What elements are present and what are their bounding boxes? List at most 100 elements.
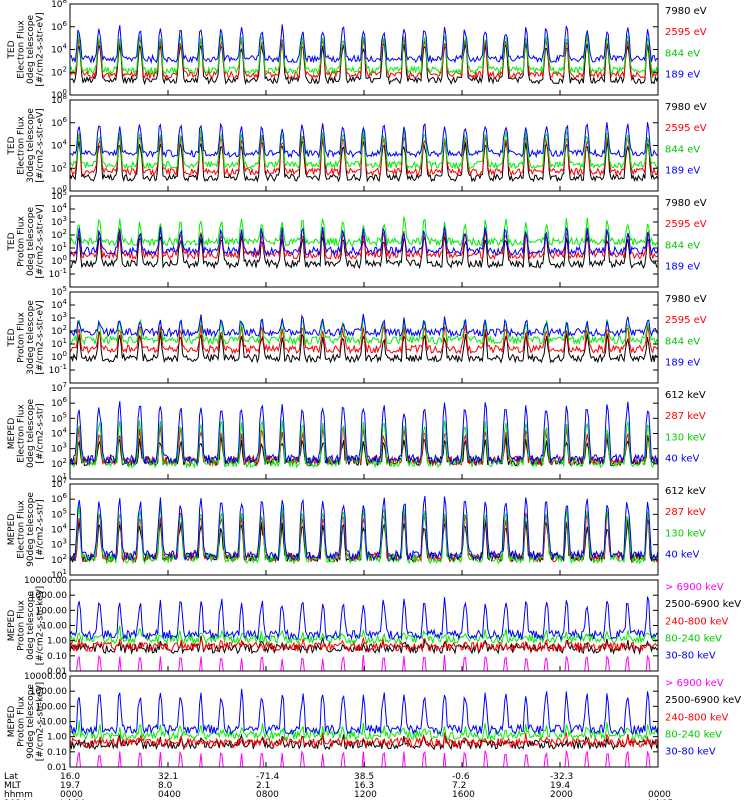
- y-axis-label-line: TED: [7, 40, 17, 59]
- y-tick-label: 102: [51, 161, 67, 174]
- y-tick-label: 0.01: [47, 667, 67, 677]
- y-axis-label-line: [#/cm2-s-str-keV]: [36, 586, 46, 665]
- legend-entry: 844 eV: [665, 144, 700, 155]
- series-line-1: [69, 138, 659, 183]
- legend-entry: 2500-6900 keV: [665, 599, 741, 610]
- series-line-3: [69, 129, 659, 171]
- x-tick-label: 1600: [452, 790, 475, 800]
- y-tick-label: 100: [51, 350, 67, 363]
- series-line-4: [69, 24, 659, 65]
- y-axis-label: TED Proton Flux 30deg telescope [#/cm2-s-st…: [7, 300, 46, 375]
- y-axis-label-line: 90deg telescope: [26, 492, 36, 567]
- x-tick-label: -71.4: [256, 772, 280, 782]
- y-axis-label-line: 0deg telescope: [26, 15, 36, 85]
- y-axis-label-line: 30deg telescope: [26, 108, 36, 183]
- legend-entry: > 6900 keV: [665, 582, 724, 593]
- y-tick-label: 0.01: [47, 763, 67, 773]
- y-tick-label: 103: [51, 215, 67, 228]
- series-line-4: [69, 401, 659, 466]
- x-tick-label: 7.2: [452, 781, 466, 791]
- legend-entry: 189 eV: [665, 69, 700, 80]
- x-tick-label: 16.0: [60, 772, 80, 782]
- series-line-2: [69, 36, 659, 80]
- x-tick-label: 38.5: [354, 772, 374, 782]
- series-line-4: [69, 226, 659, 257]
- legend-entry: 240-800 keV: [665, 712, 729, 723]
- y-axis-label-line: [#/cm2-s-str-eV]: [36, 108, 46, 183]
- legend-entry: 40 keV: [665, 453, 699, 464]
- y-tick-label: 108: [51, 0, 67, 10]
- legend-entry: 287 keV: [665, 411, 706, 422]
- x-tick-label: 2000: [550, 790, 573, 800]
- x-tick-label: 0000: [60, 790, 83, 800]
- x-tick-label: -0.6: [452, 772, 470, 782]
- y-tick-label: 100: [51, 88, 67, 101]
- y-axis-label: MEPED Proton Flux 0deg telescope [#/cm2-s-s…: [7, 586, 46, 665]
- y-tick-label: 103: [51, 311, 67, 324]
- x-tick-label: -32.3: [550, 772, 573, 782]
- y-axis-label: TED Proton Flux 0deg telescope [#/cm2-s-str…: [7, 204, 46, 279]
- y-tick-label: 106: [51, 396, 67, 409]
- y-tick-label: 101: [51, 241, 67, 254]
- series-line-1: [69, 331, 659, 364]
- legend-entry: 7980 eV: [665, 102, 707, 113]
- legend-entry: 287 keV: [665, 507, 706, 518]
- y-tick-label: 100.00: [36, 606, 68, 616]
- panel-6: 101 102 103 104 105 106 107 MEPED Electron Flux 9…: [7, 477, 706, 581]
- y-axis-label-line: Proton Flux: [17, 696, 27, 747]
- y-tick-label: 100.00: [36, 702, 68, 712]
- y-tick-label: 1.00: [47, 637, 67, 647]
- panel-2: 100 102 104 106 108 TED Electron Flux 30deg tel…: [7, 93, 707, 197]
- y-tick-label: 1000.00: [30, 687, 67, 697]
- legend-entry: 844 eV: [665, 48, 700, 59]
- legend-entry: 189 eV: [665, 357, 700, 368]
- y-axis-label-line: MEPED: [7, 418, 17, 450]
- series-line-3: [69, 216, 659, 248]
- legend-entry: 612 keV: [665, 390, 706, 401]
- legend-entry: 40 keV: [665, 549, 699, 560]
- y-axis-label: MEPED Electron Flux 90deg telescope [#/cm2-…: [7, 492, 46, 567]
- y-axis-label-line: Proton Flux: [17, 600, 27, 651]
- legend-entry: 612 keV: [665, 486, 706, 497]
- panel-1: 100 102 104 106 108 TED Electron Flux 0deg tele…: [7, 0, 707, 101]
- x-tick-label: 8.0: [158, 781, 173, 791]
- y-axis-label-line: 0deg telescope: [26, 591, 36, 661]
- y-tick-label: 1.00: [47, 733, 67, 743]
- y-axis-label-line: Proton Flux: [17, 312, 27, 363]
- legend-entry: 7980 eV: [665, 6, 707, 17]
- y-tick-label: 1000.00: [30, 591, 67, 601]
- series-line-4: [69, 495, 659, 562]
- x-axis-row-label: MLT: [4, 781, 22, 791]
- y-tick-label: 101: [51, 337, 67, 350]
- legend-entry: 2595 eV: [665, 315, 707, 326]
- y-tick-label: 102: [51, 324, 67, 337]
- y-tick-label: 103: [51, 538, 67, 551]
- series-line-3: [69, 505, 659, 565]
- y-axis-label-line: Electron Flux: [17, 500, 27, 559]
- y-tick-label: 104: [51, 202, 67, 215]
- y-axis-label-line: Proton Flux: [17, 216, 27, 267]
- x-tick-label: 16.3: [354, 781, 374, 791]
- y-axis-label-line: [#/cm2-s-str]: [36, 403, 46, 463]
- y-tick-label: 100: [51, 254, 67, 267]
- y-axis-label-line: [#/cm2-s-str-eV]: [36, 300, 46, 375]
- x-axis-annotation: LatMLThhmm202416.019.70000Jul 0432.18.00…: [4, 772, 673, 800]
- y-axis-label-line: MEPED: [7, 514, 17, 546]
- series-line-3: [69, 732, 659, 749]
- y-tick-label: 10000.00: [24, 576, 67, 586]
- legend-entry: 189 eV: [665, 165, 700, 176]
- y-axis-label-line: TED: [7, 232, 17, 251]
- y-axis-label-line: 0deg telescope: [26, 399, 36, 469]
- series-line-4: [69, 122, 659, 159]
- y-tick-label: 107: [51, 477, 67, 490]
- y-tick-label: 100: [51, 184, 67, 197]
- series-line-5: [69, 596, 659, 641]
- y-tick-label: 102: [51, 457, 67, 470]
- y-axis-label-line: Electron Flux: [17, 116, 27, 175]
- y-axis-label-line: TED: [7, 136, 17, 155]
- legend-entry: 30-80 keV: [665, 747, 716, 758]
- y-axis-label-line: TED: [7, 328, 17, 347]
